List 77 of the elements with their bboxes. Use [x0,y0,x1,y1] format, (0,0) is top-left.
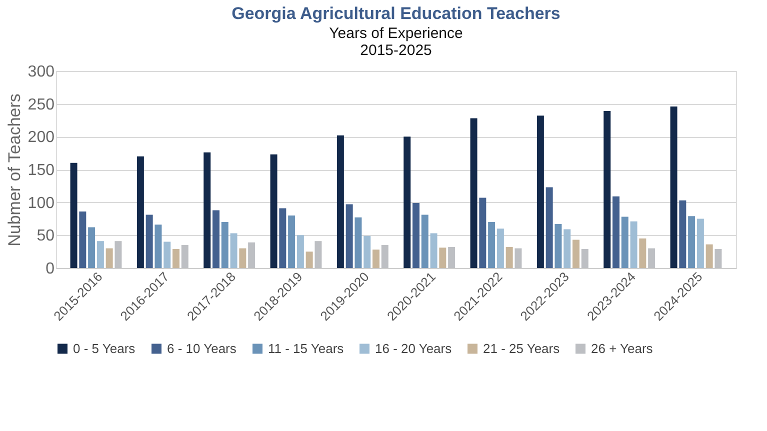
bar [172,248,180,268]
bar [354,217,362,268]
legend-label: 11 - 15 Years [268,340,344,356]
bar [306,252,313,268]
bar [239,248,246,268]
legend-label: 26 + Years [591,340,654,356]
bar [372,250,380,268]
bar [79,212,86,268]
legend-label: 16 - 20 Years [375,340,452,356]
bar [314,241,322,268]
y-tick-label: 200 [28,129,55,146]
bar [204,152,211,268]
bar [564,229,571,268]
bar [96,241,104,268]
bar [439,248,446,268]
bar [536,116,544,268]
bar [336,135,344,268]
bar [279,208,286,268]
bar [546,187,553,268]
bar [479,198,486,268]
y-tick-label: 250 [28,96,55,114]
bar [706,244,713,268]
bar [146,214,153,268]
bar [248,242,256,268]
bar [404,136,411,268]
y-tick-label: 100 [28,194,55,212]
text: Years of Experience [329,25,463,42]
bar [670,106,678,268]
y-tick-label: 300 [28,64,55,80]
bar [70,162,78,268]
bar [288,215,296,268]
y-tick-label: 50 [36,228,55,245]
bar [364,236,371,268]
text: 2015-2025 [360,42,432,59]
y-tick-label: 150 [28,162,55,179]
bar [688,216,696,268]
bar [88,227,96,268]
bar [430,233,438,268]
bar [181,245,188,268]
bar [136,156,144,268]
bar [230,233,238,268]
bar [630,221,638,268]
bar [621,216,628,268]
bar [572,240,580,268]
bar [421,214,428,268]
bar [154,224,162,268]
bar [612,196,620,268]
legend-label: 21 - 25 Years [483,340,560,356]
bar [114,241,122,268]
bar [212,210,220,268]
bar [296,235,304,268]
bar [581,248,588,268]
bar [488,222,496,268]
y-axis-title: Nubmer of Teachers [4,94,24,246]
bar [506,246,513,268]
bar [381,245,388,268]
bar [604,111,611,268]
bar [346,204,353,268]
chart-title: Georgia Agricultural Education Teachers [232,4,560,23]
bar [514,248,522,268]
bar [714,248,722,268]
legend-label: 6 - 10 Years [167,340,237,356]
bar [221,222,228,268]
bar [448,246,456,268]
bar [554,224,562,268]
bar [164,242,171,268]
bar [679,200,686,268]
bar [470,118,478,268]
y-tick-label: 0 [46,260,55,278]
bar [106,248,113,268]
bar [696,218,704,268]
bar [648,248,656,268]
bar [412,202,420,268]
bar [496,228,504,268]
bar [270,154,278,268]
bar [639,238,646,268]
legend-label: 0 - 5 Years [73,340,136,356]
